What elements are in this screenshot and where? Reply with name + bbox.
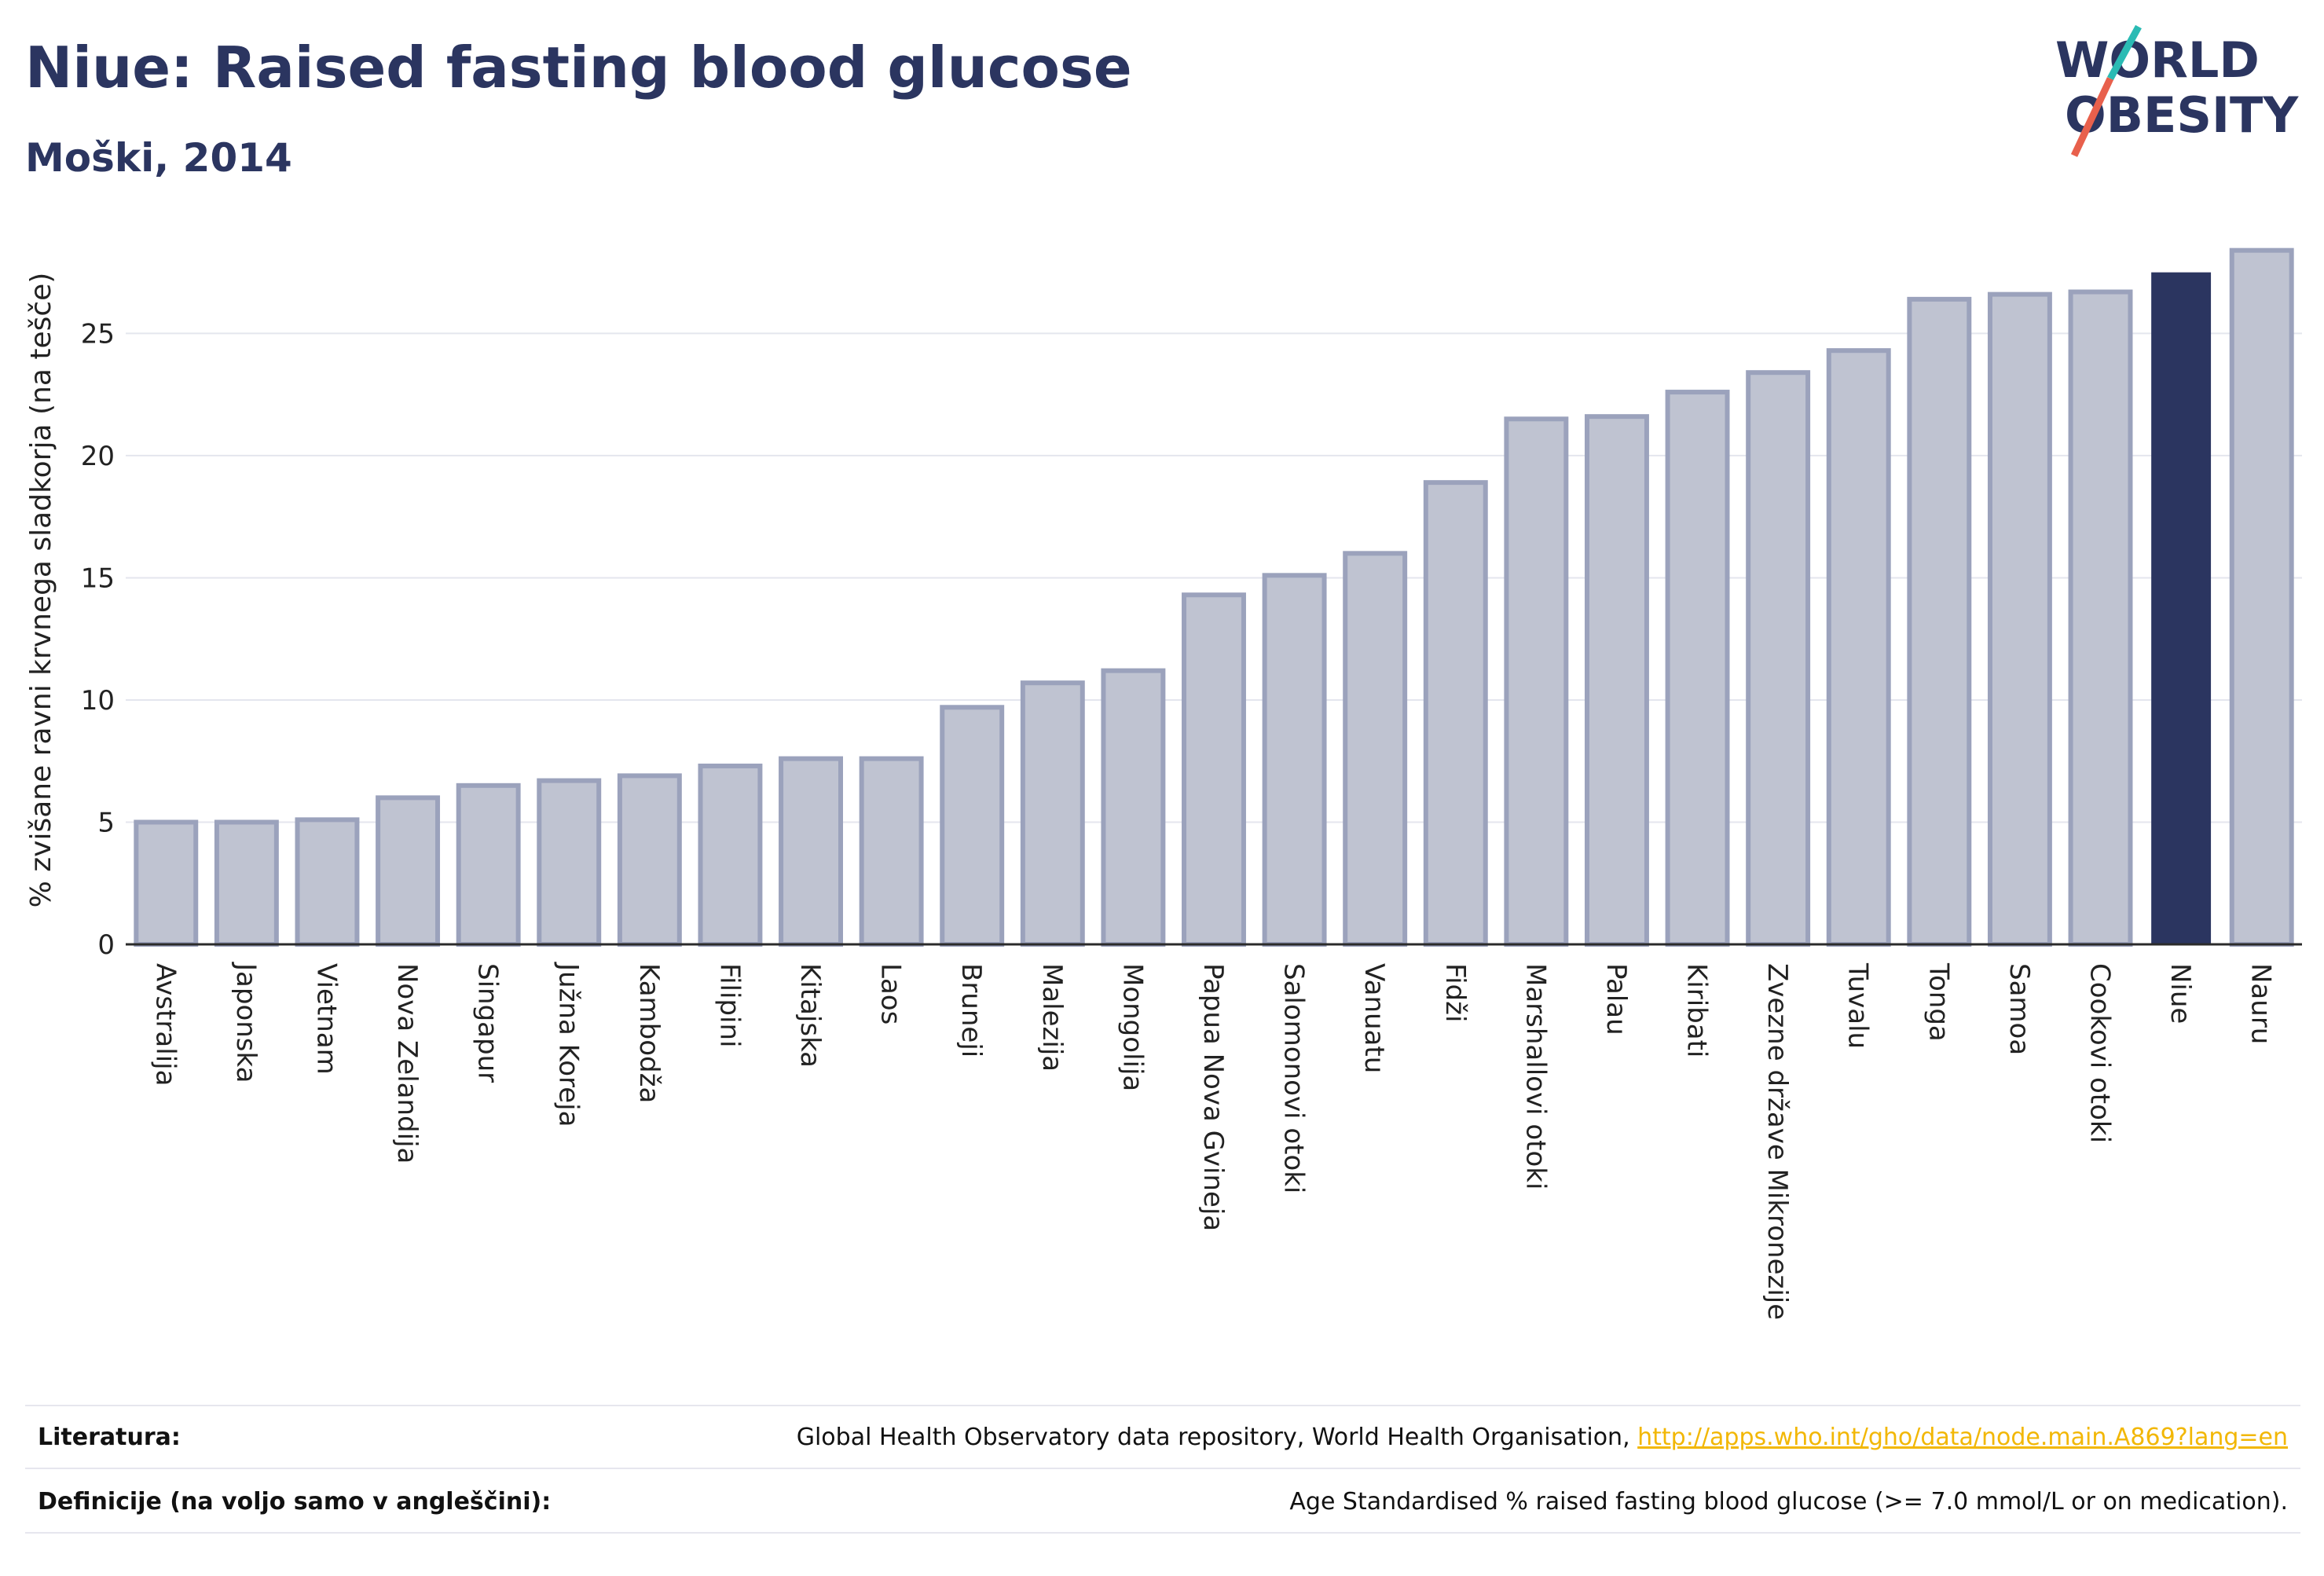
bar[interactable] — [1907, 296, 1972, 947]
footer-divider-middle — [25, 1468, 2300, 1469]
svg-text:WORLD: WORLD — [2055, 31, 2260, 89]
bar[interactable] — [1746, 370, 1811, 947]
bar[interactable] — [134, 819, 199, 947]
x-tick-label: Avstralija — [149, 963, 181, 1086]
bar[interactable] — [1423, 480, 1488, 947]
world-obesity-logo: WORLD OBESITY — [2055, 24, 2299, 157]
y-axis-label: % zvišane ravni krvnega sladkorja (na te… — [25, 273, 57, 908]
bar[interactable] — [1020, 680, 1085, 947]
x-tick-label: Samoa — [2003, 963, 2035, 1055]
bar[interactable] — [1665, 390, 1730, 947]
bar[interactable] — [1987, 291, 2052, 947]
x-tick-label: Salomonovi otoki — [1278, 963, 1310, 1193]
x-tick-label: Tonga — [1923, 962, 1954, 1042]
bar[interactable] — [698, 763, 763, 947]
definitions-text: Age Standardised % raised fasting blood … — [1289, 1488, 2288, 1516]
bar[interactable] — [1585, 414, 1649, 947]
x-tick-label: Nauru — [2245, 963, 2277, 1044]
x-tick-label: Malezija — [1036, 963, 1068, 1072]
y-tick-label: 0 — [97, 929, 115, 961]
x-tick-label: Fidži — [1439, 963, 1471, 1022]
y-tick-label: 15 — [81, 563, 115, 594]
bar[interactable] — [779, 756, 843, 947]
x-tick-label: Marshallovi otoki — [1519, 963, 1551, 1189]
bar[interactable] — [1262, 573, 1327, 947]
y-tick-label: 25 — [81, 318, 115, 350]
x-tick-label: Filipini — [713, 963, 745, 1047]
x-tick-label: Japonska — [230, 962, 262, 1083]
bar[interactable] — [537, 778, 602, 947]
bar[interactable] — [1826, 348, 1891, 947]
x-tick-label: Niue — [2165, 963, 2196, 1024]
bar-highlight[interactable] — [2151, 272, 2212, 945]
bar[interactable] — [456, 783, 521, 947]
y-tick-label: 10 — [81, 685, 115, 717]
x-tick-label: Vietnam — [310, 963, 342, 1075]
chart-title: Niue: Raised fasting blood glucose — [25, 35, 1132, 101]
bar[interactable] — [2229, 247, 2294, 947]
x-tick-label: Kitajska — [794, 963, 826, 1068]
x-tick-label: Laos — [875, 963, 907, 1024]
chart-subtitle: Moški, 2014 — [25, 135, 292, 181]
sources-text: Global Health Observatory data repositor… — [796, 1424, 1638, 1451]
x-tick-label: Cookovi otoki — [2084, 963, 2116, 1143]
x-tick-label: Singapur — [472, 963, 504, 1083]
y-tick-label: 5 — [97, 807, 115, 838]
bar[interactable] — [940, 705, 1005, 947]
x-tick-label: Kambodža — [633, 963, 665, 1103]
bar[interactable] — [617, 773, 682, 947]
footer-divider-bottom — [25, 1532, 2300, 1534]
bar[interactable] — [1504, 416, 1569, 947]
bar[interactable] — [1343, 551, 1408, 947]
x-tick-label: Južna Koreja — [552, 962, 584, 1127]
x-tick-label: Nova Zelandija — [391, 963, 423, 1164]
x-tick-label: Zvezne države Mikronezije — [1761, 963, 1793, 1320]
bar[interactable] — [214, 819, 279, 947]
x-tick-label: Bruneji — [955, 963, 987, 1057]
x-tick-label: Tuvalu — [1842, 962, 1874, 1049]
definitions-label: Definicije (na voljo samo v angleščini): — [38, 1488, 552, 1516]
sources-label: Literatura: — [38, 1424, 181, 1451]
bar[interactable] — [1101, 668, 1166, 947]
footer-divider-top — [25, 1405, 2300, 1406]
sources-value: Global Health Observatory data repositor… — [797, 1424, 2288, 1451]
x-tick-label: Mongolija — [1116, 963, 1148, 1091]
bar[interactable] — [859, 756, 924, 947]
x-tick-label: Vanuatu — [1358, 963, 1390, 1073]
x-tick-label: Kiribati — [1681, 963, 1713, 1057]
bar[interactable] — [1182, 592, 1246, 947]
bar-chart: 0 5 10 15 20 25 % zvišane ravni krvnega sladko… — [25, 247, 2302, 1320]
sources-link[interactable]: http://apps.who.int/gho/data/node.main.A… — [1637, 1424, 2288, 1451]
y-tick-label: 20 — [81, 441, 115, 472]
bar[interactable] — [2068, 289, 2133, 947]
bar[interactable] — [376, 795, 441, 947]
bar[interactable] — [295, 817, 360, 947]
x-tick-label: Papua Nova Gvineja — [1197, 963, 1229, 1231]
x-tick-label: Palau — [1600, 963, 1632, 1035]
